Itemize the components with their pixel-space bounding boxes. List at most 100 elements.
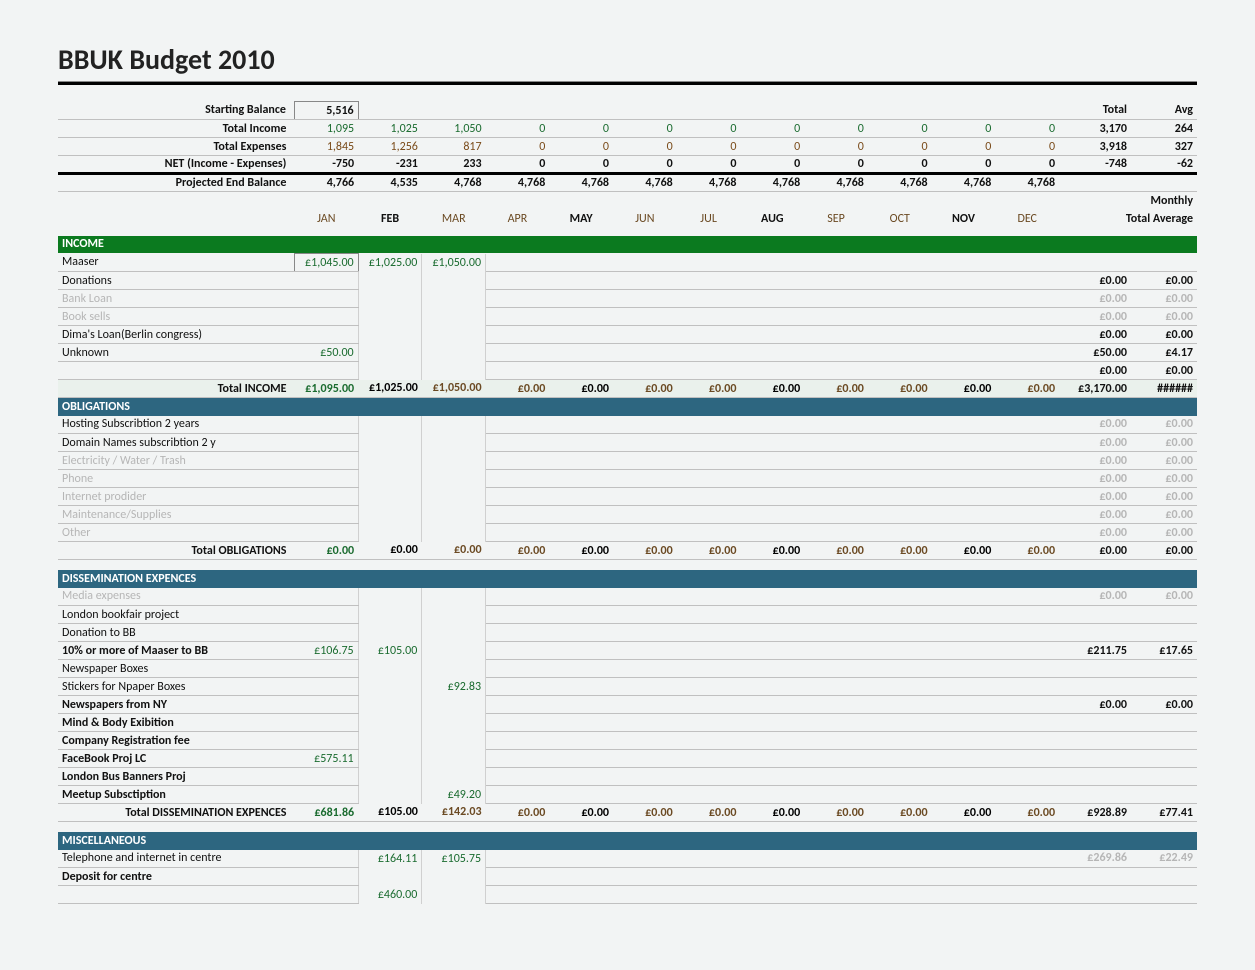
- cell: [422, 488, 486, 506]
- cell: [677, 714, 741, 732]
- cell: [486, 362, 550, 380]
- cell: £1,025.00: [358, 380, 422, 398]
- cell: London bookfair project: [58, 606, 294, 624]
- cell: [995, 750, 1059, 768]
- cell: [613, 488, 677, 506]
- cell: [932, 308, 996, 326]
- cell: [1131, 254, 1197, 272]
- cell: [740, 660, 804, 678]
- cell: [549, 678, 613, 696]
- cell: [932, 786, 996, 804]
- cell: [995, 506, 1059, 524]
- cell: [740, 588, 804, 606]
- cell: 0: [677, 120, 741, 138]
- cell: [358, 750, 422, 768]
- cell: £0.00: [868, 804, 932, 822]
- cell: [932, 506, 996, 524]
- cell: [932, 886, 996, 904]
- cell: Projected End Balance: [58, 174, 294, 192]
- cell: [868, 678, 932, 696]
- cell: 1,256: [358, 138, 422, 156]
- cell: [486, 192, 550, 210]
- cell: [932, 326, 996, 344]
- cell: [294, 886, 358, 904]
- cell: [995, 344, 1059, 362]
- cell: £0.00: [1059, 272, 1131, 290]
- cell: [868, 768, 932, 786]
- cell: [486, 850, 550, 868]
- cell: [294, 606, 358, 624]
- cell: [995, 470, 1059, 488]
- cell: [422, 768, 486, 786]
- cell: [995, 488, 1059, 506]
- cell: JUN: [613, 210, 677, 228]
- cell: [932, 102, 996, 120]
- cell: £0.00: [1059, 470, 1131, 488]
- cell: [294, 506, 358, 524]
- cell: [422, 362, 486, 380]
- cell: [422, 524, 486, 542]
- cell: [58, 822, 1197, 832]
- cell: [358, 290, 422, 308]
- cell: [677, 642, 741, 660]
- cell: SEP: [804, 210, 868, 228]
- cell: [549, 506, 613, 524]
- cell: [549, 308, 613, 326]
- cell: [294, 768, 358, 786]
- cell: [1059, 678, 1131, 696]
- cell: [294, 452, 358, 470]
- cell: £0.00: [422, 542, 486, 560]
- cell: £0.00: [486, 380, 550, 398]
- cell: [294, 470, 358, 488]
- cell: £142.03: [422, 804, 486, 822]
- cell: [549, 488, 613, 506]
- cell: [804, 470, 868, 488]
- cell: £0.00: [486, 804, 550, 822]
- cell: [868, 506, 932, 524]
- cell: [486, 416, 550, 434]
- cell: £0.00: [995, 380, 1059, 398]
- cell: [1131, 868, 1197, 886]
- cell: [740, 850, 804, 868]
- cell: [613, 192, 677, 210]
- cell: [613, 416, 677, 434]
- cell: [868, 868, 932, 886]
- cell: Total Average: [1059, 210, 1197, 228]
- cell: [1059, 174, 1131, 192]
- cell: [613, 452, 677, 470]
- cell: Total OBLIGATIONS: [58, 542, 294, 560]
- cell: [995, 308, 1059, 326]
- cell: [613, 434, 677, 452]
- cell: [613, 272, 677, 290]
- cell: 817: [422, 138, 486, 156]
- cell: [804, 732, 868, 750]
- cell: [995, 452, 1059, 470]
- cell: [549, 850, 613, 868]
- cell: [549, 696, 613, 714]
- cell: 3,170: [1059, 120, 1131, 138]
- cell: [677, 102, 741, 120]
- cell: [995, 606, 1059, 624]
- cell: [932, 192, 996, 210]
- cell: [1131, 624, 1197, 642]
- cell: £0.00: [1131, 506, 1197, 524]
- cell: [549, 102, 613, 120]
- cell: [486, 272, 550, 290]
- cell: [1059, 868, 1131, 886]
- cell: 0: [549, 120, 613, 138]
- cell: [422, 696, 486, 714]
- cell: £0.00: [1059, 308, 1131, 326]
- cell: [740, 868, 804, 886]
- cell: [613, 696, 677, 714]
- cell: [740, 326, 804, 344]
- cell: [804, 290, 868, 308]
- cell: Hosting Subscribtion 2 years: [58, 416, 294, 434]
- cell: [1059, 624, 1131, 642]
- cell: £1,050.00: [422, 254, 486, 272]
- cell: [932, 696, 996, 714]
- cell: £0.00: [1131, 696, 1197, 714]
- cell: £0.00: [1059, 326, 1131, 344]
- cell: [804, 606, 868, 624]
- cell: £1,095.00: [294, 380, 358, 398]
- cell: £0.00: [1059, 452, 1131, 470]
